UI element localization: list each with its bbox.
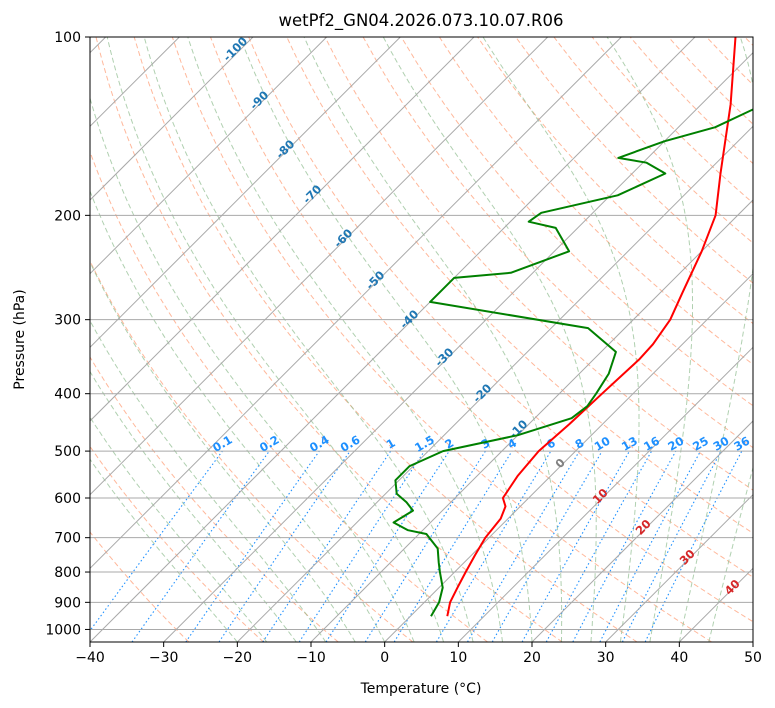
dry-adiabat-line <box>95 37 563 642</box>
dry-adiabat-line <box>400 37 753 407</box>
moist-adiabat-line <box>482 37 640 642</box>
moist-adiabat-line <box>303 37 563 642</box>
y-tick-label: 900 <box>54 595 81 611</box>
moist-adiabats <box>90 37 753 642</box>
y-tick-label: 300 <box>54 313 81 329</box>
x-tick-label: 0 <box>380 650 389 666</box>
mixing-ratio-line <box>521 450 630 642</box>
isotherm-gridline <box>90 37 549 496</box>
isotherm-gridline <box>163 51 753 642</box>
y-tick-label: 700 <box>54 531 81 547</box>
isotherm-gridline <box>90 37 254 201</box>
dry-adiabat-line <box>210 37 753 623</box>
y-tick-label: 400 <box>54 387 81 403</box>
mixing-ratio-label: 10 <box>592 434 613 454</box>
moist-adiabat-line <box>90 416 268 642</box>
mixing-ratio-label: 30 <box>711 434 732 454</box>
isotherm-gridline <box>90 37 696 642</box>
moist-adiabat-line <box>90 260 356 642</box>
y-tick-label: 600 <box>54 491 81 507</box>
temperature-profile-line <box>446 37 737 617</box>
mixing-ratio-line <box>545 450 653 642</box>
y-tick-label: 800 <box>54 565 81 581</box>
mixing-ratio-line <box>572 450 677 642</box>
moist-adiabat-line <box>106 37 445 642</box>
dry-adiabat-line <box>171 37 712 642</box>
dry-adiabat-line <box>133 37 638 642</box>
mixing-ratio-line <box>644 450 743 642</box>
x-tick-label: 30 <box>597 650 615 666</box>
dry-adiabat-line <box>90 531 190 642</box>
mixing-ratio-line <box>393 450 513 642</box>
x-axis-label: Temperature (°C) <box>360 681 482 697</box>
moist-adiabat-line <box>606 37 693 642</box>
plot-frame <box>89 36 754 643</box>
gridlines <box>90 37 753 642</box>
dry-adiabat-line <box>324 37 753 491</box>
x-tick-label: 20 <box>523 650 541 666</box>
isotherm-gridline <box>605 493 753 642</box>
dry-adiabat-line <box>515 37 753 284</box>
mixing-ratio-line <box>262 450 392 642</box>
x-tick-label: 10 <box>449 650 467 666</box>
mixing-ratio-line <box>131 450 270 642</box>
x-tick-label: −10 <box>296 650 326 666</box>
mixing-ratio-label: 16 <box>641 434 662 454</box>
moist-adiabat-line <box>90 189 386 642</box>
isotherm-gridline <box>236 125 753 642</box>
mixing-ratio-line <box>298 450 425 642</box>
x-tick-label: −20 <box>223 650 253 666</box>
profiles <box>392 37 753 617</box>
moist-adiabat-line <box>90 458 238 642</box>
moist-adiabat-line <box>90 319 327 642</box>
y-axis: 1000 900 800 700 600 500 400 300 200 100 <box>45 30 90 638</box>
isotherm-gridline <box>384 272 753 642</box>
isotherm-gridline <box>90 37 475 422</box>
dry-adiabat-line <box>248 37 753 578</box>
moist-adiabat-line <box>239 37 533 642</box>
isotherm-gridline <box>90 37 622 570</box>
isotherm-gridline <box>457 346 753 642</box>
moist-adiabat-line <box>187 37 503 642</box>
x-axis: −40 −30 −20 −10 0 10 20 30 40 50 <box>75 642 762 666</box>
mixing-ratio-line <box>325 450 450 642</box>
mixing-ratio-line <box>90 450 223 632</box>
mixing-ratio-label: 36 <box>731 434 752 454</box>
dry-adiabat-line <box>90 150 488 642</box>
moist-adiabat-line <box>708 465 753 642</box>
moist-adiabat-line <box>678 37 753 642</box>
moist-adiabat-line <box>382 37 597 642</box>
moist-adiabat-line <box>143 37 474 642</box>
dewpoint-profile-line <box>392 108 753 617</box>
isotherm-gridline <box>531 420 753 642</box>
mixing-ratio-lines <box>90 450 743 642</box>
y-tick-label: 500 <box>54 444 81 460</box>
isotherm-gridline <box>310 199 753 642</box>
y-tick-label: 1000 <box>45 622 81 638</box>
mixing-ratio-label: 13 <box>619 434 640 454</box>
x-tick-label: 50 <box>744 650 762 666</box>
x-tick-label: 40 <box>670 650 688 666</box>
x-tick-label: −30 <box>149 650 179 666</box>
x-tick-label: −40 <box>75 650 105 666</box>
dry-adiabat-line <box>438 37 753 366</box>
mixing-ratio-label: 25 <box>690 434 711 454</box>
chart-title: wetPf2_GN04.2026.073.10.07.R06 <box>279 11 564 31</box>
dry-adiabat-line <box>90 445 264 642</box>
dry-adiabats <box>90 37 753 642</box>
mixing-ratio-line <box>218 450 351 642</box>
y-axis-label: Pressure (hPa) <box>12 289 28 389</box>
dry-adiabat-line <box>90 356 339 642</box>
isotherm-gridline <box>90 37 401 349</box>
y-tick-label: 100 <box>54 30 81 46</box>
isotherm-gridline <box>90 37 328 275</box>
mixing-ratio-label: 20 <box>665 434 686 454</box>
mixing-ratio-line <box>185 450 320 642</box>
y-tick-label: 200 <box>54 208 81 224</box>
